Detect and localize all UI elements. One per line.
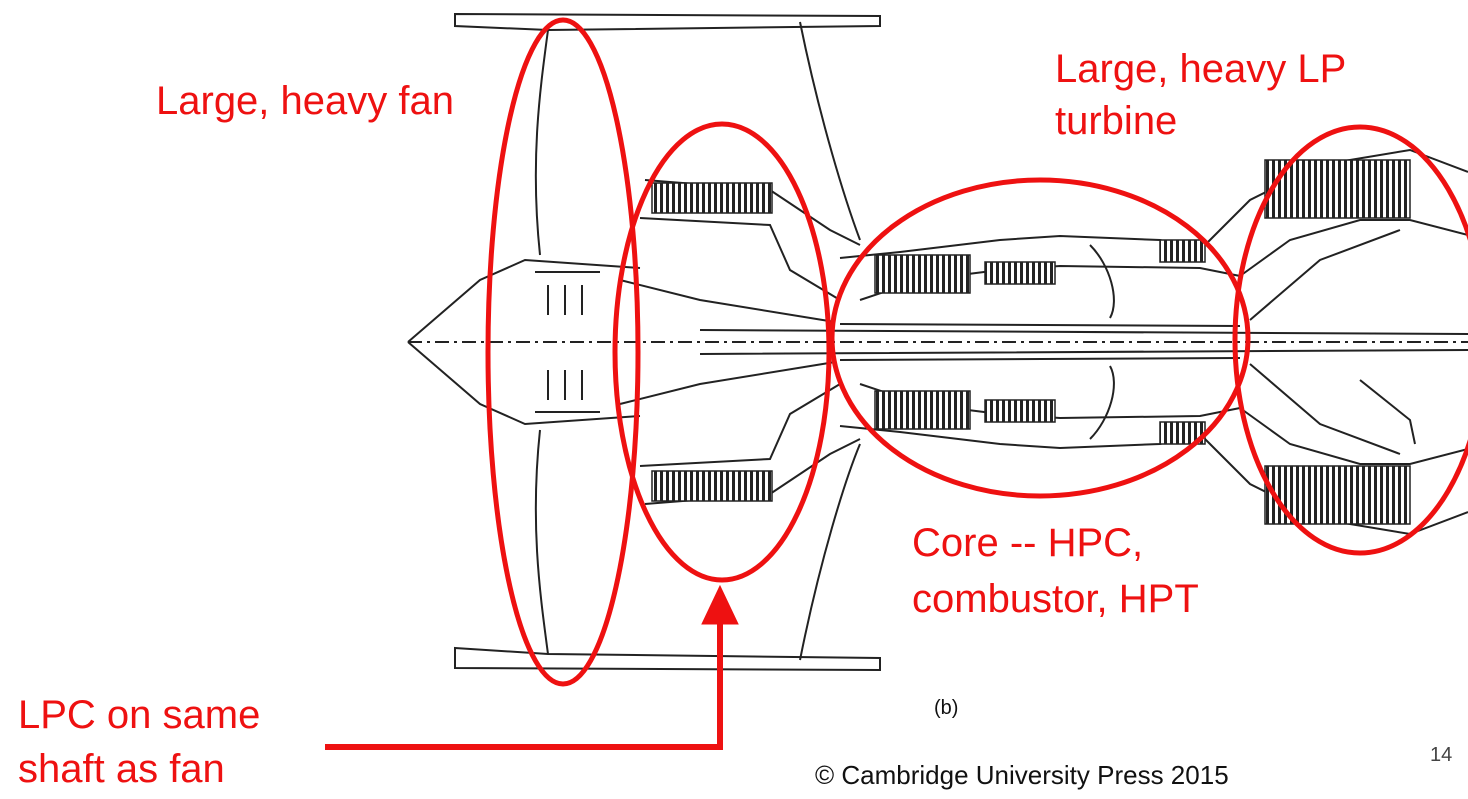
fan-ellipse	[485, 17, 641, 687]
lpt-ellipse	[1232, 124, 1468, 556]
core-annotation-line2: combustor, HPT	[912, 577, 1199, 621]
core-annotation-line1: Core -- HPC,	[912, 521, 1144, 565]
lpc-annotation-line1: LPC on same	[18, 693, 261, 737]
lpc-ellipse	[612, 121, 832, 583]
page-number: 14	[1430, 744, 1453, 766]
engine-outline	[407, 12, 1468, 672]
fan-annotation: Large, heavy fan	[156, 79, 454, 123]
highlight-ellipses	[485, 17, 1468, 687]
core-ellipse	[829, 177, 1251, 499]
lpc-annotation-line2: shaft as fan	[18, 747, 225, 791]
up-arrow-icon	[325, 584, 739, 750]
lpt-annotation-line1: Large, heavy LP	[1055, 47, 1347, 91]
panel-label: (b)	[934, 697, 959, 719]
copyright: © Cambridge University Press 2015	[815, 760, 1229, 790]
lpt-annotation-line2: turbine	[1055, 99, 1178, 143]
compressor-blades	[651, 182, 1056, 502]
